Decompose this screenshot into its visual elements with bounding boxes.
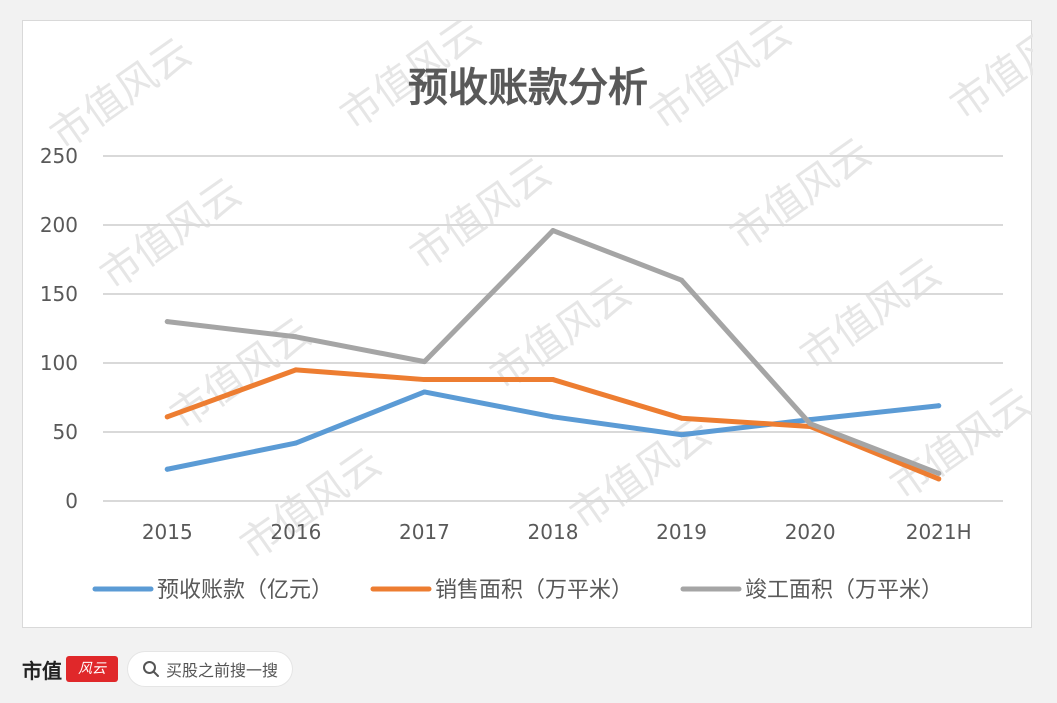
watermark-text: 市值风云 [722,130,879,259]
data-point [679,432,685,438]
y-tick-label: 50 [53,420,78,444]
watermark-text: 市值风云 [642,21,799,139]
x-tick-label: 2018 [528,520,579,544]
watermark-text: 市值风云 [232,440,389,569]
data-point [807,421,813,427]
data-point [679,277,685,283]
footer: 市值 风云 买股之前搜一搜 [22,645,293,693]
data-point [421,377,427,383]
search-placeholder: 买股之前搜一搜 [166,661,279,680]
data-point [421,389,427,395]
watermark-text: 市值风云 [92,170,249,299]
search-box[interactable]: 买股之前搜一搜 [128,652,293,686]
x-axis-ticks: 2015 2016 2017 2018 2019 2020 2021H [142,520,972,544]
legend-label: 竣工面积（万平米） [745,578,943,603]
watermark-text: 市值风云 [42,30,199,159]
y-axis-ticks: 0 50 100 150 200 250 [40,144,78,513]
y-tick-label: 100 [40,351,78,375]
data-point [421,359,427,365]
brand-name: 市值 [22,658,62,683]
data-point [550,377,556,383]
data-point [164,466,170,472]
chart-title: 预收账款分析 [408,65,648,111]
x-tick-label: 2019 [656,520,707,544]
legend-label: 预收账款（亿元） [157,578,333,603]
y-tick-label: 200 [40,213,78,237]
watermark-text: 市值风云 [792,250,949,379]
legend-label: 销售面积（万平米） [435,578,633,603]
legend: 预收账款（亿元） 销售面积（万平米） 竣工面积（万平米） [92,578,943,603]
watermark-text: 市值风云 [402,150,559,279]
x-tick-label: 2021H [906,520,972,544]
x-tick-label: 2017 [399,520,450,544]
watermark-text: 市值风云 [882,380,1033,509]
data-point [293,367,299,373]
data-point [936,470,942,476]
series-lines [164,228,942,482]
x-tick-label: 2016 [270,520,321,544]
x-tick-label: 2015 [142,520,193,544]
data-point [550,414,556,420]
data-point [936,476,942,482]
gridlines [103,155,1003,502]
data-point [293,440,299,446]
data-point [293,334,299,340]
series-line-2 [164,367,942,482]
data-point [164,319,170,325]
y-tick-label: 250 [40,144,78,168]
watermark-text: 市值风云 [942,21,1033,129]
chart-card: 市值风云 市值风云 市值风云 市值风云 市值风云 市值风云 市值风云 市值风云 市值风云 市值风云… [22,20,1033,628]
data-point [550,228,556,234]
brand-logo-badge: 风云 [66,656,118,682]
x-tick-label: 2020 [785,520,836,544]
y-tick-label: 0 [65,489,78,513]
data-point [936,403,942,409]
data-point [679,415,685,421]
search-icon [142,660,160,678]
y-tick-label: 150 [40,282,78,306]
data-point [164,414,170,420]
brand-logo[interactable]: 市值 风云 [22,655,118,684]
